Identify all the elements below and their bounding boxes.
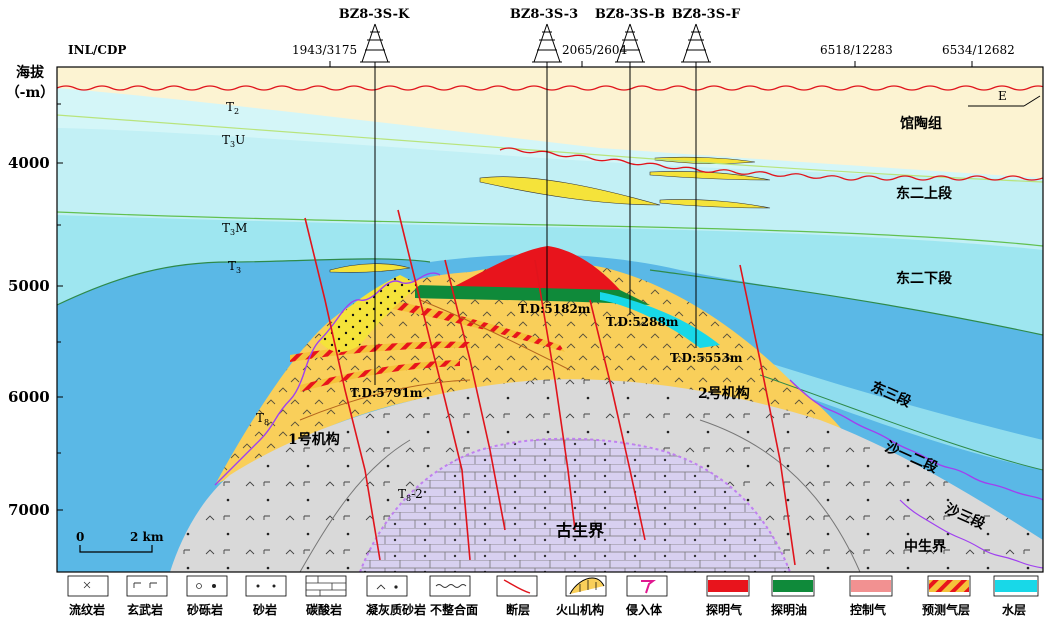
strata — [57, 67, 1043, 572]
arrow-icon — [1023, 95, 1041, 107]
legend-item: 断层 — [496, 575, 538, 617]
depth-tick: 5000 — [8, 277, 50, 295]
legend-item: 碳酸岩 — [305, 575, 347, 617]
formation-label: 2号机构 — [698, 385, 750, 402]
fault-line — [589, 299, 646, 541]
horizon-label: T3 — [228, 259, 241, 275]
legend-label: 凝灰质砂岩 — [366, 602, 426, 617]
well-td: T.D:5182m — [518, 302, 591, 316]
legend-label: 砂岩 — [252, 602, 277, 617]
cdp-tick: 2065/2604 — [562, 43, 627, 57]
horizon-label: T3U — [222, 133, 245, 149]
derrick-icon — [681, 23, 711, 63]
cdp-tick: 1943/3175 — [292, 43, 357, 57]
cdp-tick: 6534/12682 — [942, 43, 1015, 57]
formation-label: 古生界 — [556, 521, 604, 540]
legend-label: 控制气 — [850, 602, 886, 617]
sandstone-icon — [245, 575, 287, 597]
legend-label: 流纹岩 — [69, 602, 105, 617]
well-bz8-3s-3: BZ8-3S-3 T.D:5182m — [510, 7, 591, 316]
well-name: BZ8-3S-K — [339, 7, 410, 22]
fault-icon — [496, 575, 538, 597]
legend-item: 探明气 — [706, 575, 750, 617]
legend-label: 玄武岩 — [127, 602, 163, 617]
cdp-tick: 6518/12283 — [820, 43, 893, 57]
unconformity-icon — [429, 575, 471, 597]
glutenite-icon — [186, 575, 228, 597]
horizon-label: T2 — [226, 100, 239, 116]
derrick-icon — [360, 23, 390, 63]
legend-label: 水层 — [1002, 602, 1026, 617]
proven-oil-zone — [415, 285, 650, 305]
horizon-label: T3M — [222, 221, 247, 237]
legend-label: 断层 — [506, 602, 530, 617]
direction-label: E — [998, 89, 1007, 103]
legend-label: 侵入体 — [625, 602, 663, 617]
legend-label: 碳酸岩 — [306, 602, 342, 617]
scale-bar: 0 2 km — [76, 530, 164, 553]
fault-line — [397, 209, 471, 561]
carbonate-icon — [305, 575, 347, 597]
derrick-icon — [615, 23, 645, 63]
well-td: T.D:5288m — [606, 315, 679, 329]
well-name: BZ8-3S-3 — [510, 7, 578, 22]
well-td: T.D:5791m — [350, 386, 423, 400]
horizon-label: T8 — [256, 411, 269, 427]
horizon-label: T8-2 — [398, 487, 423, 503]
formation-label: 东二下段 — [896, 270, 952, 287]
depth-tick: 7000 — [8, 501, 50, 519]
depth-tick: 6000 — [8, 388, 50, 406]
legend-label: 探明油 — [771, 602, 807, 617]
well-name: BZ8-3S-B — [595, 7, 665, 22]
quaternary-layer — [57, 67, 1043, 178]
basalt-icon — [126, 575, 168, 597]
legend-item: 预测气层 — [922, 575, 971, 617]
legend-label: 预测气层 — [922, 602, 970, 617]
proven-gas-zone — [455, 246, 620, 290]
formation-label: 1号机构 — [288, 431, 340, 448]
legend-item: 流纹岩 — [67, 575, 109, 617]
legend-item: 探明油 — [771, 575, 815, 617]
legend-item: 控制气 — [849, 575, 893, 617]
legend-label: 探明气 — [706, 602, 742, 617]
tuffaceous-sandstone-icon — [366, 575, 408, 597]
depth-tick: 4000 — [8, 154, 50, 172]
well-td: T.D:5553m — [670, 351, 743, 365]
axis-title: 海拔 — [16, 64, 45, 81]
formation-label: 东二上段 — [896, 185, 952, 202]
formation-label: 馆陶组 — [900, 115, 942, 132]
well-bz8-3s-f: BZ8-3S-F T.D:5553m — [670, 7, 743, 365]
legend-label: 火山机构 — [556, 602, 604, 617]
legend-item: 侵入体 — [625, 575, 668, 617]
derrick-icon — [532, 23, 562, 63]
scale-end: 2 km — [130, 530, 164, 544]
inl-cdp-label: INL/CDP — [68, 43, 126, 57]
wells: BZ8-3S-K T.D:5791m BZ8-3S-3 T.D:5182m BZ… — [339, 7, 743, 400]
legend-item: 不整合面 — [429, 575, 478, 617]
scale-start: 0 — [76, 530, 84, 544]
legend-item: 砂砾岩 — [186, 575, 228, 617]
legend-item: 凝灰质砂岩 — [366, 575, 426, 617]
horizon-labels: T2 T3U T3M T3 T8 T8-2 — [222, 100, 423, 503]
legend: 流纹岩 玄武岩 砂砾岩 砂岩 碳酸岩 — [67, 575, 1039, 617]
legend-label: 不整合面 — [430, 602, 478, 617]
legend-item: 砂岩 — [245, 575, 287, 617]
fault-line — [739, 264, 796, 566]
legend-item: 火山机构 — [556, 575, 607, 617]
fault-line — [534, 259, 576, 531]
fault-line — [304, 217, 381, 561]
legend-item: 玄武岩 — [126, 575, 168, 617]
well-name: BZ8-3S-F — [672, 7, 741, 22]
intrusion-icon — [626, 575, 668, 597]
well-bz8-3s-b: BZ8-3S-B T.D:5288m — [595, 7, 679, 329]
formation-label: 中生界 — [904, 538, 947, 555]
legend-item: 水层 — [993, 575, 1039, 617]
fault-line — [444, 259, 506, 531]
axis-unit: （-m） — [6, 85, 55, 101]
well-bz8-3s-k: BZ8-3S-K T.D:5791m — [339, 7, 423, 400]
legend-label: 砂砾岩 — [186, 602, 223, 617]
direction-arrow: E — [968, 89, 1041, 107]
